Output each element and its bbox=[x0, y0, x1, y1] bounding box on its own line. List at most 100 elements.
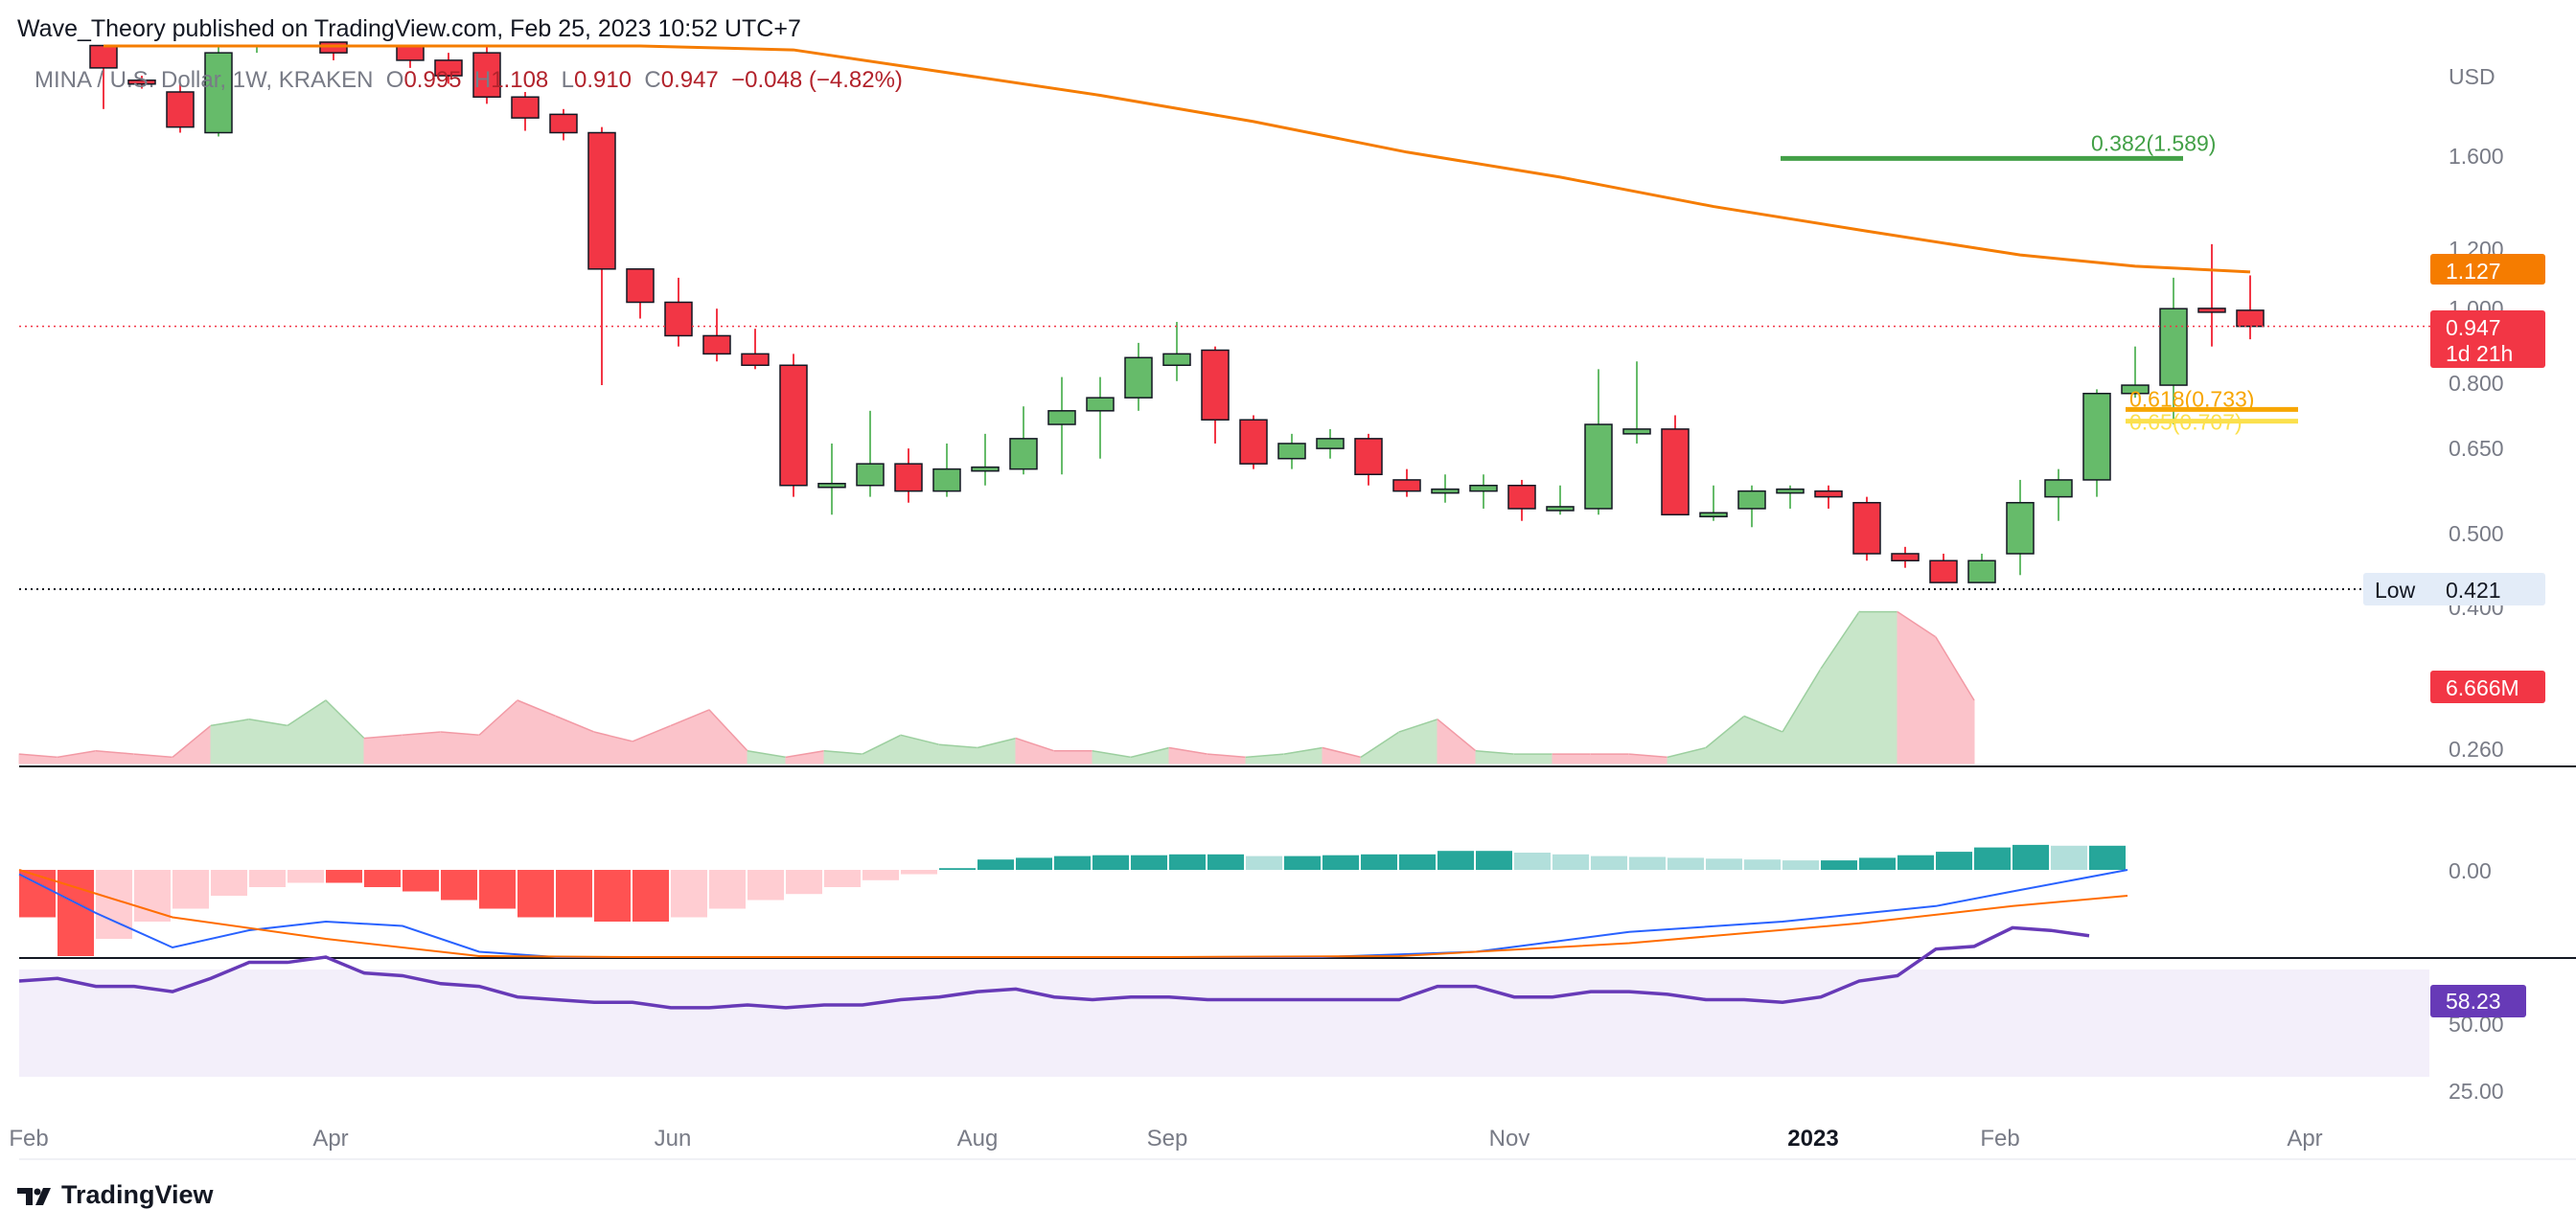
rsi-badge-text: 58.23 bbox=[2446, 989, 2501, 1014]
macd-histogram-bar bbox=[939, 868, 976, 870]
candle-body bbox=[1124, 356, 1153, 399]
candle-body bbox=[1354, 438, 1383, 475]
candle-body bbox=[511, 96, 540, 119]
macd-histogram-bar bbox=[211, 870, 247, 896]
volume-area-edge bbox=[287, 699, 327, 727]
candle-body bbox=[626, 268, 655, 304]
time-tick-label: Nov bbox=[1489, 1126, 1530, 1152]
candle-body bbox=[1469, 484, 1498, 492]
macd-histogram-bar bbox=[1744, 859, 1781, 870]
candle-body bbox=[1162, 353, 1191, 367]
volume-area-edge bbox=[632, 724, 672, 742]
candle-body bbox=[549, 113, 578, 134]
macd-histogram-bar bbox=[594, 870, 631, 922]
macd-histogram-bar bbox=[1782, 860, 1819, 870]
price-tick-label: 1.600 bbox=[2449, 144, 2504, 169]
candle-body bbox=[1737, 490, 1766, 510]
currency-label: USD bbox=[2449, 64, 2496, 89]
time-tick-label: Feb bbox=[9, 1126, 48, 1152]
macd-histogram-bar bbox=[1438, 851, 1474, 870]
open-value: 0.995 bbox=[403, 67, 462, 93]
volume-area-edge bbox=[938, 743, 978, 749]
volume-area-edge bbox=[1322, 746, 1362, 759]
candle-body bbox=[127, 79, 156, 85]
volume-area-segment bbox=[1168, 746, 1208, 764]
candle-body bbox=[1814, 490, 1843, 498]
price-tick-label: 0.650 bbox=[2449, 436, 2504, 461]
candle-body bbox=[1507, 484, 1536, 510]
macd-histogram-bar bbox=[1092, 855, 1129, 870]
volume-area-segment bbox=[1283, 746, 1323, 764]
volume-area-edge bbox=[1092, 750, 1132, 759]
tradingview-logo-icon bbox=[17, 1187, 51, 1205]
volume-area-edge bbox=[517, 699, 557, 718]
volume-area-edge bbox=[133, 753, 173, 759]
axes-layer: USD1.6001.2001.0000.8000.6500.5000.4000.… bbox=[9, 64, 2545, 1152]
volume-area-edge bbox=[1475, 750, 1515, 755]
volume-area-segment bbox=[1437, 718, 1477, 764]
volume-area-edge bbox=[1705, 715, 1745, 749]
rsi-pane bbox=[18, 925, 2090, 1010]
macd-histogram-bar bbox=[1629, 856, 1666, 870]
candle-body bbox=[1929, 559, 1958, 583]
volume-area-segment bbox=[1053, 750, 1093, 764]
time-tick-label: Aug bbox=[957, 1126, 999, 1152]
macd-histogram-bar bbox=[748, 870, 784, 901]
macd-histogram-bar bbox=[1361, 854, 1397, 870]
high-value: 1.108 bbox=[491, 67, 549, 93]
candle-body bbox=[587, 131, 616, 270]
close-value: 0.947 bbox=[660, 67, 719, 93]
volume-area-segment bbox=[248, 719, 288, 764]
volume-area-edge bbox=[1628, 753, 1668, 759]
last-price-badge-text: 0.947 bbox=[2446, 315, 2501, 340]
candle-body bbox=[1584, 423, 1613, 510]
candle-body bbox=[434, 59, 463, 77]
ema-price-badge-text: 1.127 bbox=[2446, 259, 2501, 284]
volume-area-edge bbox=[325, 699, 365, 740]
macd-histogram-bar bbox=[1476, 851, 1512, 870]
volume-area-segment bbox=[1782, 667, 1822, 764]
grid-layer bbox=[19, 765, 2576, 1160]
last-price-badge-text: 1d 21h bbox=[2446, 341, 2513, 366]
candle-body bbox=[2006, 501, 2035, 555]
volume-area-edge bbox=[1897, 610, 1937, 638]
candle-body bbox=[319, 41, 348, 54]
volume-area-layer bbox=[18, 609, 1975, 764]
volume-area-edge bbox=[1437, 719, 1477, 752]
macd-histogram-bar bbox=[1552, 854, 1589, 870]
volume-area-edge bbox=[823, 750, 863, 755]
volume-badge-bg bbox=[2430, 671, 2545, 703]
open-label: O bbox=[385, 67, 404, 93]
macd-histogram-bar bbox=[1514, 853, 1551, 870]
volume-area-segment bbox=[1897, 610, 1937, 764]
candle-body bbox=[1546, 506, 1575, 512]
volume-area-edge bbox=[1015, 737, 1055, 752]
macd-histogram-bar bbox=[632, 870, 669, 922]
rsi-band bbox=[19, 970, 2429, 1077]
candle-body bbox=[856, 463, 885, 487]
fib-level-label: 0.65(0.707) bbox=[2129, 410, 2242, 435]
tradingview-brand[interactable]: TradingView bbox=[17, 1180, 214, 1210]
macd-histogram-bar bbox=[364, 870, 401, 887]
volume-area-segment bbox=[1820, 609, 1860, 764]
macd-histogram-bar bbox=[134, 870, 171, 922]
rsi-badge-bg bbox=[2430, 985, 2526, 1017]
macd-histogram-bar bbox=[288, 870, 324, 883]
volume-area-edge bbox=[95, 750, 135, 755]
volume-area-edge bbox=[1935, 636, 1975, 701]
low-label: L bbox=[561, 67, 574, 93]
volume-area-segment bbox=[1552, 753, 1592, 764]
candle-body bbox=[779, 364, 808, 487]
macd-histogram-bar bbox=[249, 870, 286, 887]
macd-histogram-bar bbox=[1246, 856, 1282, 870]
macd-line bbox=[18, 869, 2128, 958]
fib-level-label: 0.382(1.589) bbox=[2091, 130, 2216, 155]
macd-zero-label: 0.00 bbox=[2449, 858, 2492, 883]
volume-area-segment bbox=[57, 750, 97, 764]
volume-area-segment bbox=[1935, 635, 1975, 764]
macd-histogram-bar bbox=[172, 870, 209, 909]
low-badge-bg bbox=[2363, 573, 2545, 605]
macd-histogram-bar bbox=[671, 870, 707, 918]
low-badge-label: Low bbox=[2375, 578, 2416, 603]
time-tick-label: 2023 bbox=[1787, 1126, 1838, 1152]
